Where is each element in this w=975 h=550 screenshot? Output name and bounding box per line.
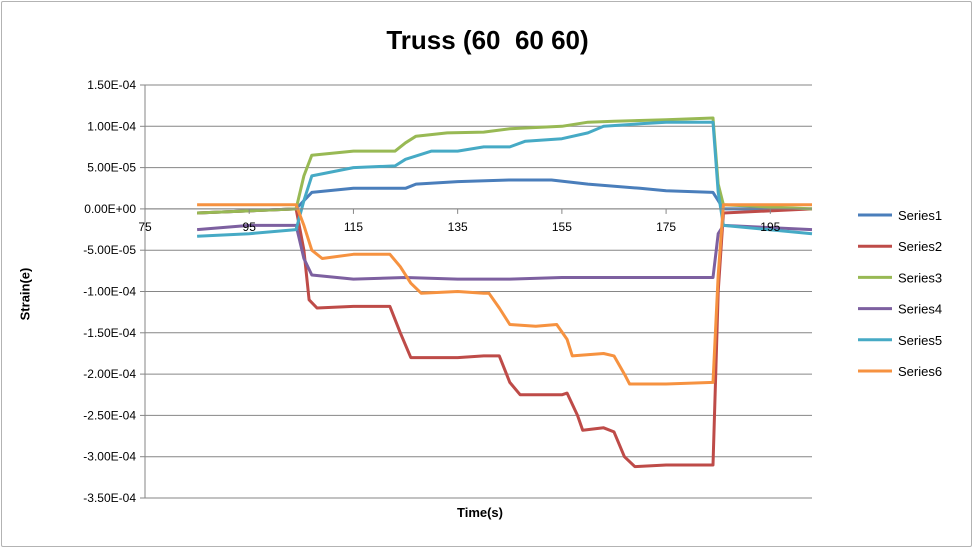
axes xyxy=(140,84,146,499)
legend-label: Series4 xyxy=(898,302,942,317)
x-tick-label: 195 xyxy=(760,220,780,234)
x-tick-label: 75 xyxy=(138,220,152,234)
y-tick-label: -1.00E-04 xyxy=(83,285,136,299)
legend-label: Series6 xyxy=(898,364,942,379)
series-lines xyxy=(196,116,813,469)
legend-label: Series3 xyxy=(898,270,942,285)
series-line-5 xyxy=(197,120,813,238)
y-tick-label: -3.00E-04 xyxy=(83,450,136,464)
y-tick-label: 0.00E+00 xyxy=(84,202,136,216)
x-axis-label: Time(s) xyxy=(457,505,503,520)
y-tick-label: -1.50E-04 xyxy=(83,326,136,340)
x-tick-label: 135 xyxy=(448,220,468,234)
legend-label: Series1 xyxy=(898,208,942,223)
y-tick-label: -2.00E-04 xyxy=(83,367,136,381)
y-tick-label: -2.50E-04 xyxy=(83,408,136,422)
legend-label: Series2 xyxy=(898,239,942,254)
series-line-3 xyxy=(197,116,813,215)
series-line-4 xyxy=(196,223,813,281)
x-tick-label: 155 xyxy=(552,220,572,234)
chart-title: Truss (60 60 60) xyxy=(386,25,589,55)
x-tick-label: 115 xyxy=(344,220,363,234)
legend-label: Series5 xyxy=(898,333,942,348)
y-tick-label: 1.00E-04 xyxy=(87,119,136,133)
series-line-1 xyxy=(197,178,812,215)
x-tick-label: 95 xyxy=(243,220,257,234)
legend: Series1 Series2 Series3 Series4 Series5 Serie… xyxy=(858,208,942,379)
x-tick-label: 175 xyxy=(656,220,676,234)
y-tick-label: -3.50E-04 xyxy=(83,491,136,505)
series-line-6 xyxy=(197,203,812,386)
y-tick-label: -5.00E-05 xyxy=(83,243,136,257)
tick-labels: 1.50E-04 1.00E-04 5.00E-05 0.00E+00 -5.00E-0… xyxy=(83,78,812,505)
y-tick-label: 5.00E-05 xyxy=(87,161,136,175)
series-line-2 xyxy=(197,207,813,469)
y-tick-label: 1.50E-04 xyxy=(87,78,136,92)
